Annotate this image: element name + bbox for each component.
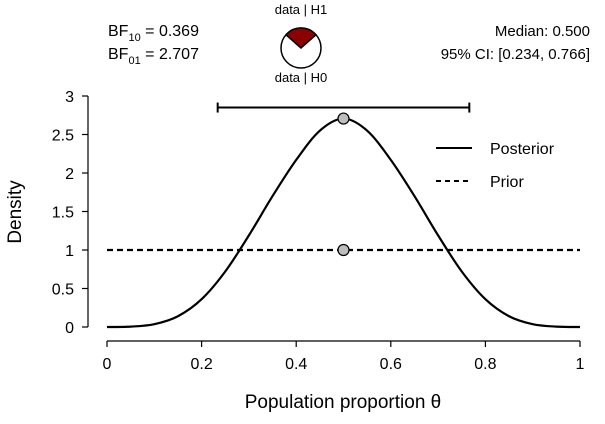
y-tick-label: 3 [65,89,74,106]
y-tick-label: 0 [65,320,74,337]
plot-area [106,102,581,329]
pie-top-label: data | H1 [275,2,328,17]
x-tick-label: 0 [103,356,112,373]
x-tick-label: 0.2 [190,356,212,373]
y-axis: 0 0.5 1 1.5 2 2.5 3 [52,89,89,337]
x-tick-label: 0.6 [380,356,402,373]
y-tick-label: 1 [65,243,74,260]
credible-interval-text: 95% CI: [0.234, 0.766] [441,46,590,63]
density-point [337,243,350,257]
x-tick-label: 1 [576,356,585,373]
pie-h1-slice [284,27,318,49]
median-text: Median: 0.500 [495,23,590,40]
x-tick-label: 0.4 [285,356,307,373]
evidence-pie [280,27,322,69]
x-axis-label: Population proportion θ [245,392,441,413]
y-axis-label: Density [5,180,26,244]
y-tick-label: 1.5 [52,205,74,222]
legend-prior-label: Prior [490,174,524,191]
pie-bottom-label: data | H0 [275,70,328,85]
y-tick-label: 2 [65,166,74,183]
x-tick-label: 0.8 [474,356,496,373]
legend: Posterior Prior [436,141,555,191]
bf10-text: BF10 = 0.369 [108,23,199,44]
y-tick-label: 0.5 [52,282,74,299]
density-point [337,112,350,125]
legend-posterior-label: Posterior [490,141,555,158]
y-tick-label: 2.5 [52,128,74,145]
bf01-text: BF01 = 2.707 [108,46,199,67]
x-axis: 0 0.2 0.4 0.6 0.8 1 [103,340,585,373]
